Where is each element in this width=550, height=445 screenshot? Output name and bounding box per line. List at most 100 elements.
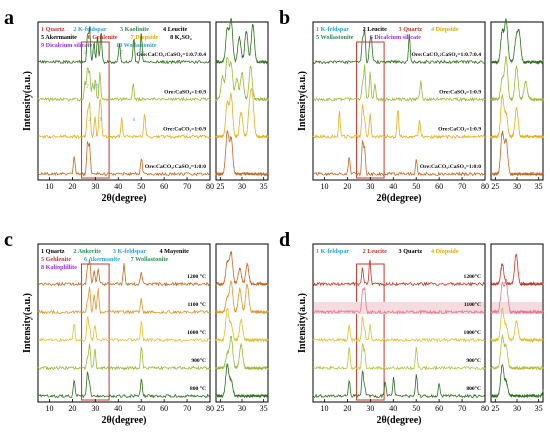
xrd-trace	[37, 140, 211, 177]
zoom-trace	[490, 307, 544, 343]
legend-item: 3 Kaolinite	[120, 26, 149, 33]
xrd-trace	[37, 67, 211, 102]
trace-label: Ore:CaSO₄=1:0.9	[439, 89, 481, 95]
zoom-x-tick-label: 25	[491, 182, 499, 191]
x-tick-label: 20	[68, 404, 76, 413]
xrd-trace	[312, 259, 486, 287]
x-tick-label: 70	[458, 404, 466, 413]
trace-label: 1000 °C	[187, 329, 206, 336]
x-tick-label: 60	[435, 404, 443, 413]
xrd-trace	[313, 342, 486, 371]
peak-label: 4	[93, 51, 96, 56]
zoom-x-tick-label: 30	[238, 404, 246, 413]
x-tick-label: 50	[412, 182, 420, 191]
legend-item: 2 Ankerite	[73, 248, 101, 255]
x-tick-label: 50	[137, 182, 145, 191]
zoom-trace	[215, 18, 269, 65]
x-tick-label: 50	[137, 404, 145, 413]
trace-label: 1200 °C	[187, 273, 206, 280]
legend-item: 1 K-feldspar	[316, 248, 349, 255]
zoom-x-tick-label: 25	[216, 404, 224, 413]
panel-letter: b	[279, 7, 290, 29]
main-plot-frame	[312, 243, 486, 403]
zoom-x-tick-label: 25	[491, 404, 499, 413]
x-tick-label: 80	[206, 182, 214, 191]
y-axis-label: Intensity(a.u.)	[22, 71, 33, 131]
legend-item: 5 Gehlenite	[41, 256, 71, 263]
trace-label: 1000°C	[464, 329, 481, 336]
x-tick-label: 10	[45, 182, 53, 191]
peak-label: 6	[133, 118, 136, 123]
trace-label: 900°C	[466, 357, 481, 364]
x-tick-label: 60	[435, 182, 443, 191]
zoom-trace	[215, 130, 269, 177]
x-tick-label: 10	[45, 404, 53, 413]
zoom-trace	[490, 55, 544, 102]
zoom-trace	[490, 278, 544, 315]
zoom-trace	[490, 17, 544, 65]
x-tick-label: 70	[183, 182, 191, 191]
legend-item: 1 K-feldspar	[316, 26, 349, 33]
x-tick-label: 10	[320, 182, 328, 191]
legend-item: 7 Diopside	[131, 34, 159, 41]
x-tick-label: 40	[389, 182, 397, 191]
y-axis-label: Intensity(a.u.)	[297, 71, 308, 131]
peak-label: 3	[88, 118, 91, 123]
legend-item: 3 K-feldspar	[113, 248, 146, 255]
peak-label: 1	[84, 51, 87, 56]
zoom-x-tick-label: 35	[535, 182, 543, 191]
x-tick-label: 30	[366, 182, 374, 191]
trace-label: Ore:CaSO₄=1:0.9	[164, 89, 206, 95]
xrd-trace	[37, 343, 211, 371]
x-tick-label: 70	[458, 182, 466, 191]
peak-label: 5	[96, 85, 99, 90]
x-tick-label: 60	[160, 404, 168, 413]
trace-label: 1100 °C	[187, 301, 206, 308]
x-axis-label: 2θ(degree)	[101, 193, 146, 204]
x-tick-label: 10	[320, 404, 328, 413]
legend-item: 4 Mayenite	[160, 248, 190, 255]
peak-label: 8	[94, 85, 97, 90]
trace-label: Ore:CaCO₃=1:0.9	[163, 127, 206, 133]
trace-label: Ore:CaCO₃:CaSO₄=1:0.7:0.4	[136, 52, 206, 58]
main-plot-frame	[312, 21, 486, 181]
x-tick-label: 30	[91, 182, 99, 191]
legend-item: 2 Leucite	[363, 26, 387, 33]
xrd-trace	[312, 139, 486, 177]
trace-label: 800 °C	[190, 385, 206, 392]
zoom-trace	[215, 335, 269, 371]
trace-label: 1200°C	[464, 273, 481, 280]
trace-label: 900°C	[191, 357, 206, 364]
zoom-x-tick-label: 35	[260, 182, 268, 191]
x-tick-label: 20	[68, 182, 76, 191]
panel-letter: d	[279, 229, 290, 251]
peak-label: 2	[86, 85, 89, 90]
zoom-trace	[215, 363, 269, 399]
panel-b: b 1 K-feldspar 2 Leucite 3 Quartz 4 Diopside…	[279, 7, 544, 204]
legend-item: 5 Akermanite	[41, 34, 77, 41]
zoom-plot-frame	[490, 21, 544, 181]
trace-label: Ore:CaCO₃:CaSO₄=1:0.7:0.4	[411, 52, 481, 58]
zoom-x-tick-label: 30	[238, 182, 246, 191]
xrd-trace	[38, 315, 211, 343]
trace-label: 800°C	[466, 385, 481, 392]
zoom-x-tick-label: 35	[260, 404, 268, 413]
x-tick-label: 40	[114, 182, 122, 191]
legend: 1 Quartz 2 K-feldspar 3 Kaolinite 4 Leucite…	[41, 26, 192, 49]
zoom-trace	[215, 280, 269, 315]
peak-label: 10	[139, 51, 145, 56]
trace-label: 1100°C	[464, 301, 481, 308]
zoom-trace	[215, 56, 269, 102]
panel-letter: a	[4, 7, 14, 29]
zoom-x-tick-label: 25	[216, 182, 224, 191]
xrd-trace	[312, 369, 486, 399]
x-tick-label: 80	[206, 404, 214, 413]
legend-item: 1 Quartz	[41, 248, 65, 255]
xrd-trace	[313, 64, 486, 103]
legend-item: 10 Wollastonite	[116, 42, 157, 49]
zoom-trace	[490, 363, 544, 399]
peak-label: 9	[100, 118, 103, 123]
x-tick-label: 70	[183, 404, 191, 413]
zoom-plot-frame	[215, 21, 269, 181]
